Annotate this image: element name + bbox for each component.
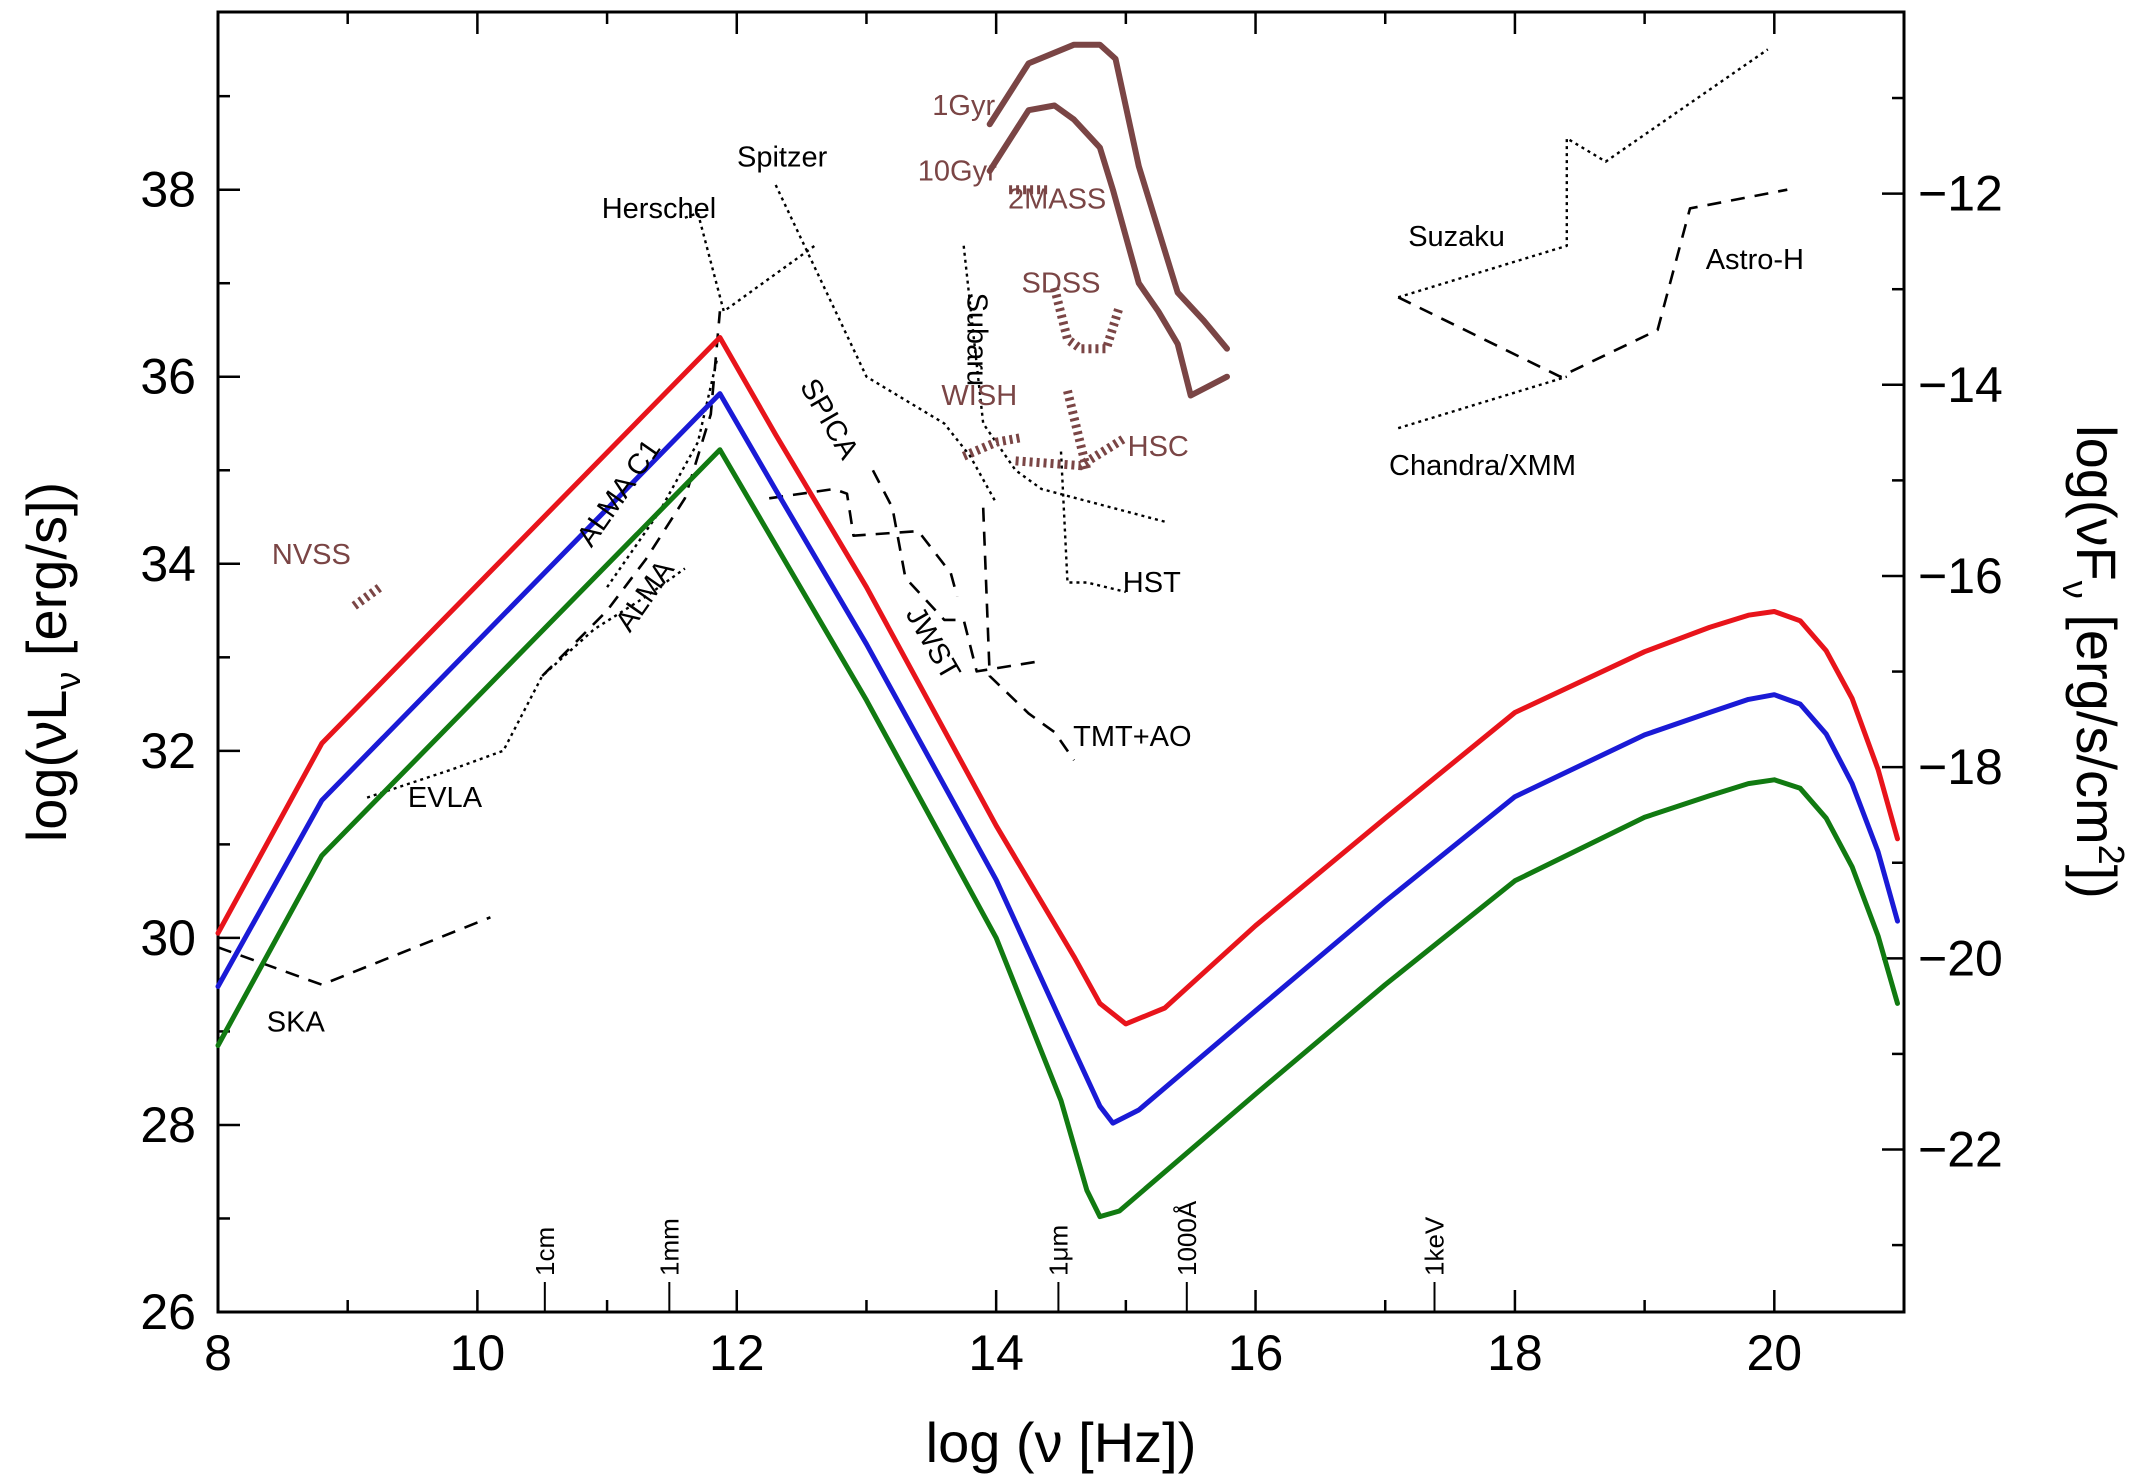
annotation-ska: SKA [267,1006,326,1038]
survey-nvss [351,583,383,610]
y2-tick-label: −12 [1918,166,2003,222]
data-series [215,335,1900,1220]
y-tick-label: 34 [140,536,196,592]
wavelength-markers: 1cm 1mm 1μm 1000Å 1keV [530,1200,1450,1312]
wl-label-1-m: 1μm [1043,1225,1073,1276]
survey-markers [351,185,1129,610]
x-tick-label: 20 [1746,1325,1802,1381]
sensitivity-astro-h [1397,188,1788,379]
sensitivity-alma [541,311,722,677]
sensitivity-jwst [871,469,1036,673]
axis-ticks [216,12,1906,1314]
annotation-jwst: JWST [899,601,966,686]
annotation-1gyr: 1Gyr [932,90,995,122]
x-tick-label: 14 [968,1325,1024,1381]
y2-axis-title-base: log(νF [2065,425,2128,581]
annotation-hst: HST [1123,567,1181,599]
annotation-chandra-xmm: Chandra/XMM [1389,450,1576,482]
y2-tick-label: −14 [1918,357,2003,413]
stellar-1gyr [986,41,1230,352]
plot-frame [216,10,1906,1314]
annotation-10gyr: 10Gyr [918,155,997,187]
y2-axis-title-sub: ν [2055,581,2096,599]
y-tick-label: 28 [140,1097,196,1153]
annotation-hsc: HSC [1128,431,1189,463]
y-tick-label: 26 [140,1284,196,1340]
series-blue [215,391,1900,1126]
wl-label-1kev: 1keV [1420,1216,1450,1276]
sensitivity-hst [1059,451,1127,594]
sensitivity-subaru [962,245,1166,523]
annotation-evla: EVLA [408,782,483,814]
annotation-spica: SPICA [793,373,865,465]
y2-tick-label: −18 [1918,739,2003,795]
annotation-subaru: Subaru [961,293,993,387]
wl-label-1cm: 1cm [530,1227,560,1276]
y-axis-title-sub: ν [47,672,88,690]
y2-axis-title-mid: [erg/s/cm [2065,599,2128,845]
wl-label-1000: 1000Å [1172,1200,1202,1276]
x-tick-label: 12 [709,1325,765,1381]
sensitivity-evla [366,567,686,799]
annotation-herschel: Herschel [602,193,716,225]
y2-tick-label: −22 [1918,1122,2003,1178]
y2-axis-title: log(νFν [erg/s/cm2]) [2055,425,2132,899]
x-tick-label: 16 [1228,1325,1284,1381]
y-tick-label: 36 [140,349,196,405]
y-axis-title-tail: [erg/s]) [15,482,78,672]
sensitivity-spica [769,487,959,597]
axis-tick-labels: 8 10 12 14 16 18 20 26 28 30 32 34 36 38 −22 −20 −18 −16 −… [140,162,2002,1381]
y2-axis-title-tail: ]) [2065,865,2128,899]
y2-tick-label: −16 [1918,548,2003,604]
series-green [215,447,1900,1220]
x-tick-label: 8 [204,1325,232,1381]
sensitivity-ska [217,916,491,987]
survey-wish [961,433,1023,461]
sensitivity-curves [217,48,1788,987]
y-tick-label: 32 [140,723,196,779]
sensitivity-herschel [684,211,816,313]
series-red [215,335,1900,1027]
sensitivity-spitzer [774,184,998,504]
annotation-tmt-ao: TMT+AO [1073,721,1191,753]
wl-label-1mm: 1mm [654,1218,684,1276]
x-axis-title: log (ν [Hz]) [926,1411,1197,1474]
annotation-wish: WISH [941,380,1017,412]
y-tick-label: 30 [140,910,196,966]
annotation-suzaku: Suzaku [1408,221,1505,253]
sensitivity-tmt-ao [981,507,1076,761]
annotation-astro-h: Astro-H [1706,244,1804,276]
y2-tick-label: −20 [1918,930,2003,986]
x-tick-label: 18 [1487,1325,1543,1381]
annotation-2mass: 2MASS [1008,183,1106,215]
annotation-spitzer: Spitzer [737,141,828,173]
annotation-nvss: NVSS [272,539,351,571]
x-tick-label: 10 [450,1325,506,1381]
survey-sdss [1050,286,1124,354]
survey-hsc [1015,433,1129,471]
annotation-alma-c1: ALMA C1 [571,434,667,553]
sensitivity-chandra-xmm [1397,375,1568,430]
y-axis-title: log(νLν [erg/s]) [15,482,88,842]
stellar-sed-curves [986,41,1230,399]
y2-axis-title-sup: 2 [2091,845,2132,865]
stellar-10gyr [986,102,1230,399]
annotation-sdss: SDSS [1022,268,1101,300]
sensitivity-suzaku [1397,48,1769,299]
y-axis-title-base: log(νL [15,690,78,843]
annotation-alma: ALMA [609,554,681,638]
y-tick-label: 38 [140,162,196,218]
